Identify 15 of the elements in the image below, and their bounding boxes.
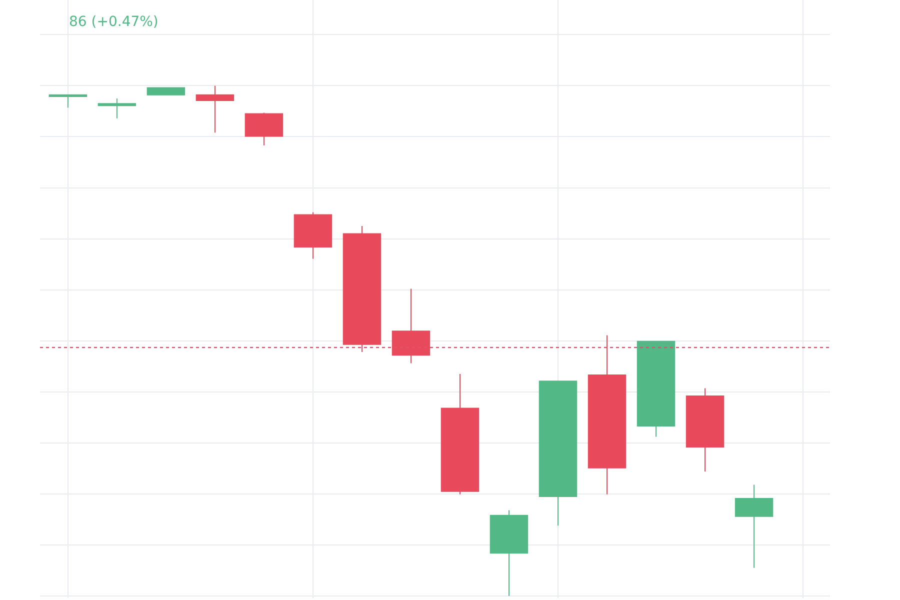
candlestick [196,85,234,134]
candlestick [588,334,626,495]
candlestick [686,388,724,472]
text: 86 (+0.47%) [69,14,158,30]
candlestick [440,374,480,495]
candlestick [244,112,284,146]
candlestick [342,226,382,353]
candlestick [636,340,676,438]
candlestick [392,288,430,364]
candlestick [294,212,332,260]
candlestick [98,98,136,119]
candlestick [734,484,774,568]
candlestick [538,380,578,526]
candlestick [490,510,528,596]
candlestick [146,87,186,96]
